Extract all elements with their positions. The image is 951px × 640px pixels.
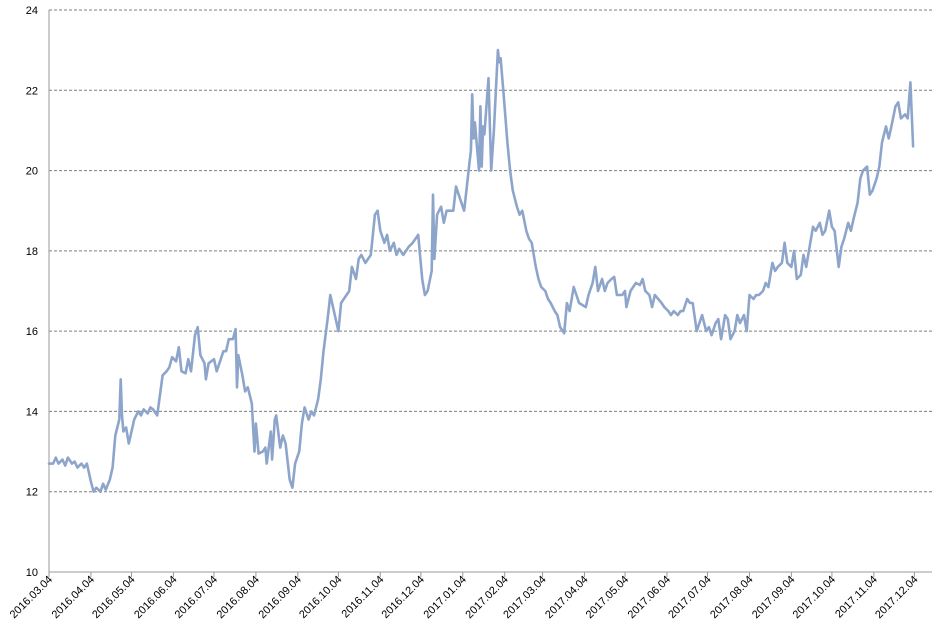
x-tick-label: 2017.08.04 [708,574,755,621]
y-tick-label: 20 [26,166,38,178]
x-tick-label: 2016.07.04 [173,574,220,621]
y-tick-label: 16 [26,326,38,338]
y-tick-label: 22 [26,85,38,97]
series-line [47,48,915,493]
x-tick-label: 2016.05.04 [90,574,137,621]
y-tick-label: 24 [26,5,38,17]
axes [48,10,932,577]
y-tick-label: 10 [26,567,38,579]
x-tick-label: 2017.05.04 [584,574,631,621]
gridlines [49,9,932,493]
y-tick-label: 18 [26,246,38,258]
x-tick-label: 2016.12.04 [380,574,427,621]
y-tick-labels: 10 12 14 16 18 20 22 24 [26,5,38,579]
x-tick-label: 2016.04.04 [50,574,97,621]
x-tick-label: 2017.10.04 [791,574,838,621]
x-tick-labels: 2016.03.042016.04.042016.05.042016.06.04… [8,574,921,621]
x-tick-label: 2016.09.04 [257,574,304,621]
x-tick-label: 2017.12.04 [873,574,920,621]
x-tick-label: 2017.07.04 [666,574,713,621]
x-tick-label: 2016.06.04 [132,574,179,621]
x-tick-label: 2016.03.04 [8,574,55,621]
y-tick-label: 12 [26,487,38,499]
x-tick-label: 2016.08.04 [215,574,262,621]
x-tick-label: 2017.01.04 [421,574,468,621]
y-tick-label: 14 [26,406,38,418]
x-tick-label: 2017.04.04 [543,574,590,621]
x-tick-label: 2016.10.04 [297,574,344,621]
x-tick-label: 2017.09.04 [750,574,797,621]
x-tick-label: 2017.06.04 [626,574,673,621]
